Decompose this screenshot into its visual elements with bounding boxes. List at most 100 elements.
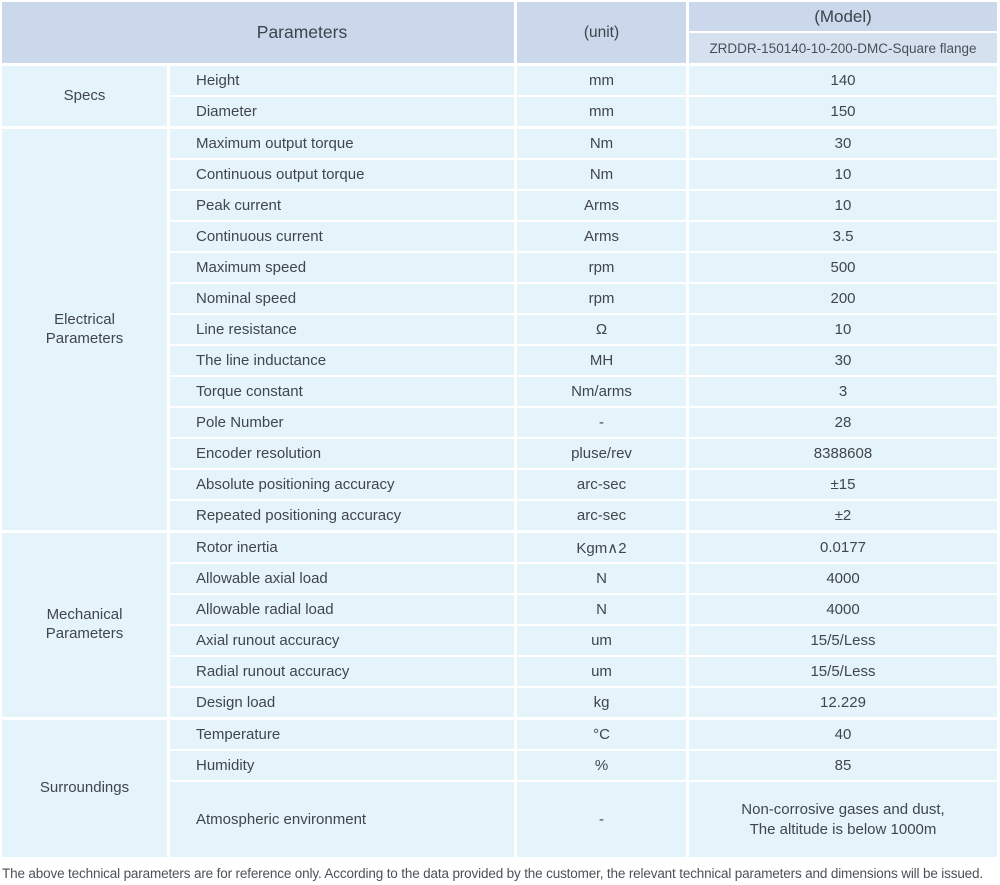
unit-cell: °C (517, 720, 686, 749)
param-name-cell: Humidity (170, 751, 514, 780)
unit-cell: rpm (517, 284, 686, 313)
table-row: Rotor inertia Kgm∧2 0.0177 (170, 533, 997, 562)
value-cell: ±2 (689, 501, 997, 530)
unit-cell: Arms (517, 222, 686, 251)
value-cell: 4000 (689, 564, 997, 593)
value-cell: 28 (689, 408, 997, 437)
section-label: Electrical Parameters (2, 129, 167, 530)
table-row: Encoder resolution pluse/rev 8388608 (170, 439, 997, 468)
unit-cell: % (517, 751, 686, 780)
value-cell: 200 (689, 284, 997, 313)
table-row: Height mm 140 (170, 66, 997, 95)
unit-cell: arc-sec (517, 470, 686, 499)
value-cell: 3 (689, 377, 997, 406)
param-name-cell: Nominal speed (170, 284, 514, 313)
section-rows: Rotor inertia Kgm∧2 0.0177 Allowable axi… (170, 533, 997, 717)
param-name-cell: Maximum speed (170, 253, 514, 282)
table-header: Parameters (unit) (Model) ZRDDR-150140-1… (2, 2, 997, 63)
value-cell: ±15 (689, 470, 997, 499)
value-cell: 15/5/Less (689, 626, 997, 655)
param-name-cell: Height (170, 66, 514, 95)
header-model-column: (Model) ZRDDR-150140-10-200-DMC-Square f… (689, 2, 997, 63)
table-row: Pole Number - 28 (170, 408, 997, 437)
param-name-cell: Radial runout accuracy (170, 657, 514, 686)
param-name-cell: Line resistance (170, 315, 514, 344)
value-cell: 30 (689, 129, 997, 158)
param-name-cell: Diameter (170, 97, 514, 126)
table-row: Diameter mm 150 (170, 97, 997, 126)
param-name-cell: Temperature (170, 720, 514, 749)
table-row: The line inductance MH 30 (170, 346, 997, 375)
table-row: Repeated positioning accuracy arc-sec ±2 (170, 501, 997, 530)
value-cell: 3.5 (689, 222, 997, 251)
value-cell: 0.0177 (689, 533, 997, 562)
table-section: Mechanical Parameters Rotor inertia Kgm∧… (2, 533, 997, 717)
table-row: Continuous output torque Nm 10 (170, 160, 997, 189)
table-row: Axial runout accuracy um 15/5/Less (170, 626, 997, 655)
unit-cell: mm (517, 97, 686, 126)
value-cell: 30 (689, 346, 997, 375)
table-row: Maximum output torque Nm 30 (170, 129, 997, 158)
table-row: Temperature °C 40 (170, 720, 997, 749)
table-row: Design load kg 12.229 (170, 688, 997, 717)
table-section: Electrical Parameters Maximum output tor… (2, 129, 997, 530)
param-name-cell: Pole Number (170, 408, 514, 437)
param-name-cell: Torque constant (170, 377, 514, 406)
param-name-cell: Allowable radial load (170, 595, 514, 624)
section-rows: Maximum output torque Nm 30 Continuous o… (170, 129, 997, 530)
value-cell: 85 (689, 751, 997, 780)
value-cell: Non-corrosive gases and dust, The altitu… (689, 782, 997, 857)
section-rows: Height mm 140 Diameter mm 150 (170, 66, 997, 126)
section-label: Mechanical Parameters (2, 533, 167, 717)
value-cell: 10 (689, 191, 997, 220)
spec-table: Parameters (unit) (Model) ZRDDR-150140-1… (2, 2, 997, 857)
section-label: Specs (2, 66, 167, 126)
unit-cell: um (517, 626, 686, 655)
unit-cell: arc-sec (517, 501, 686, 530)
unit-cell: um (517, 657, 686, 686)
param-name-cell: Repeated positioning accuracy (170, 501, 514, 530)
table-row: Radial runout accuracy um 15/5/Less (170, 657, 997, 686)
table-section: Specs Height mm 140 Diameter mm 150 (2, 66, 997, 126)
param-name-cell: Encoder resolution (170, 439, 514, 468)
table-row: Allowable axial load N 4000 (170, 564, 997, 593)
table-section: Surroundings Temperature °C 40 Humidity … (2, 720, 997, 857)
header-model-value: ZRDDR-150140-10-200-DMC-Square flange (689, 33, 997, 63)
param-name-cell: Peak current (170, 191, 514, 220)
param-name-cell: Absolute positioning accuracy (170, 470, 514, 499)
table-row: Humidity % 85 (170, 751, 997, 780)
unit-cell: Ω (517, 315, 686, 344)
value-cell: 4000 (689, 595, 997, 624)
param-name-cell: The line inductance (170, 346, 514, 375)
unit-cell: rpm (517, 253, 686, 282)
header-parameters: Parameters (2, 2, 514, 63)
param-name-cell: Maximum output torque (170, 129, 514, 158)
unit-cell: N (517, 595, 686, 624)
unit-cell: Nm/arms (517, 377, 686, 406)
unit-cell: Kgm∧2 (517, 533, 686, 562)
unit-cell: mm (517, 66, 686, 95)
param-name-cell: Continuous current (170, 222, 514, 251)
unit-cell: kg (517, 688, 686, 717)
value-cell: 10 (689, 315, 997, 344)
unit-cell: - (517, 782, 686, 857)
value-cell: 140 (689, 66, 997, 95)
unit-cell: N (517, 564, 686, 593)
value-cell: 40 (689, 720, 997, 749)
unit-cell: MH (517, 346, 686, 375)
param-name-cell: Design load (170, 688, 514, 717)
table-row: Allowable radial load N 4000 (170, 595, 997, 624)
table-row: Line resistance Ω 10 (170, 315, 997, 344)
unit-cell: - (517, 408, 686, 437)
value-cell: 12.229 (689, 688, 997, 717)
value-cell: 10 (689, 160, 997, 189)
value-cell: 8388608 (689, 439, 997, 468)
table-row: Maximum speed rpm 500 (170, 253, 997, 282)
section-rows: Temperature °C 40 Humidity % 85 Atmosphe… (170, 720, 997, 857)
param-name-cell: Rotor inertia (170, 533, 514, 562)
value-cell: 15/5/Less (689, 657, 997, 686)
table-row: Continuous current Arms 3.5 (170, 222, 997, 251)
param-name-cell: Continuous output torque (170, 160, 514, 189)
value-cell: 150 (689, 97, 997, 126)
param-name-cell: Axial runout accuracy (170, 626, 514, 655)
